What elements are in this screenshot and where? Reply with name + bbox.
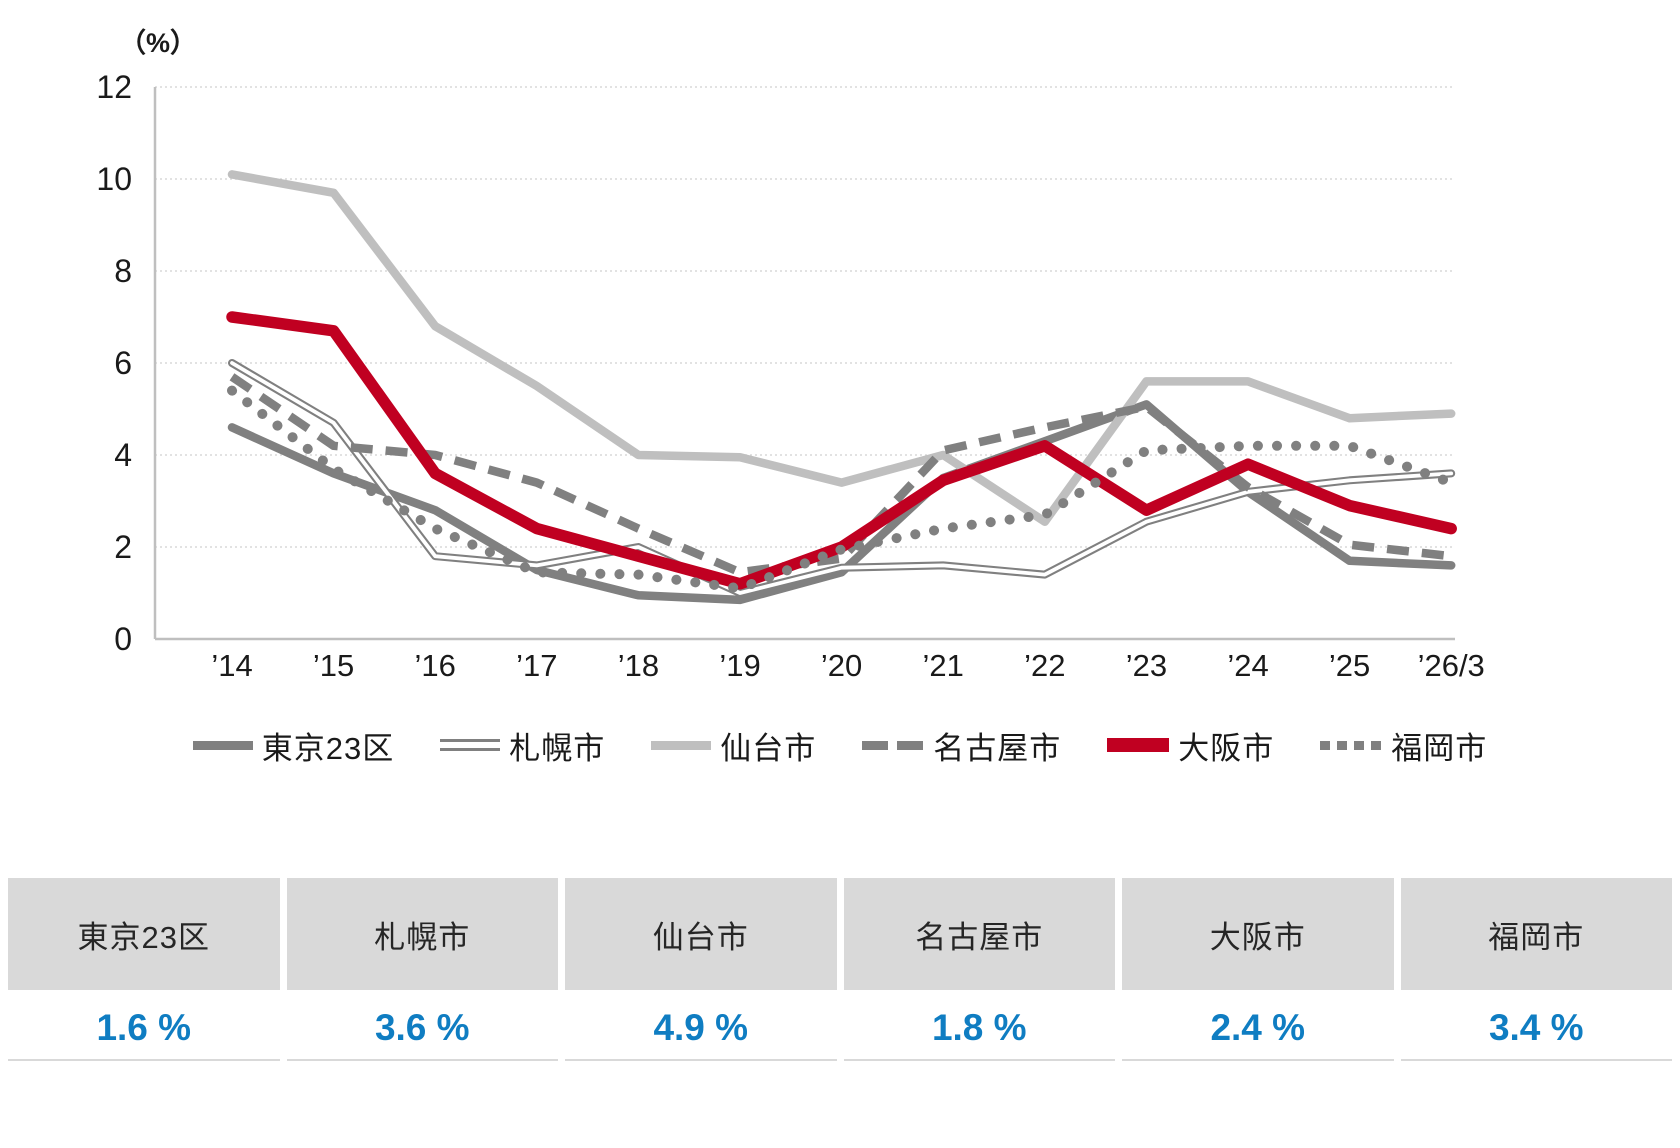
y-axis-label: 4 bbox=[114, 437, 132, 473]
x-axis-label: ’14 bbox=[211, 648, 252, 683]
table-value-fukuoka: 3.4 % bbox=[1400, 997, 1672, 1061]
table-column-osaka: 大阪市 2.4 % bbox=[1122, 878, 1394, 1061]
series-line-sendai bbox=[227, 170, 1456, 526]
legend-marker-sapporo bbox=[440, 739, 501, 751]
table-column-sendai: 仙台市 4.9 % bbox=[565, 878, 837, 1061]
legend-label-sapporo: 札幌市 bbox=[509, 730, 606, 766]
y-axis-label: 12 bbox=[96, 69, 132, 105]
series-line-nagoya bbox=[229, 373, 1452, 577]
y-axis-label: 0 bbox=[114, 621, 132, 657]
y-axis-label: 6 bbox=[114, 345, 132, 381]
current-vacancy-table: 東京23区 1.6 % 札幌市 3.6 % 仙台市 4.9 % 名古屋市 1.8 % 大阪市 2.… bbox=[8, 878, 1672, 1061]
x-axis-label: ’24 bbox=[1227, 648, 1268, 683]
series-line-core-sapporo bbox=[230, 361, 1454, 595]
table-value-sendai: 4.9 % bbox=[565, 997, 837, 1061]
legend-item-nagoya: 名古屋市 bbox=[862, 723, 1061, 768]
x-axis-label: ’17 bbox=[516, 648, 557, 683]
chart-legend: 東京23区 札幌市 仙台市 名古屋市 大阪市 福岡市 bbox=[0, 700, 1680, 790]
legend-item-tokyo23: 東京23区 bbox=[192, 723, 395, 768]
legend-label-osaka: 大阪市 bbox=[1178, 730, 1275, 766]
x-axis-label: ’25 bbox=[1329, 648, 1370, 683]
legend-marker-sendai bbox=[651, 740, 712, 750]
legend-marker-fukuoka bbox=[1320, 740, 1382, 750]
office-vacancy-rate-line-chart: 0 2 4 6 8 10 12 （%） ’14 ’15 ’16 ’17 ’18 ’19 ’20 ’21 ’22 ’… bbox=[96, 28, 1485, 683]
x-axis-label: ’26/3 bbox=[1418, 648, 1485, 683]
table-column-fukuoka: 福岡市 3.4 % bbox=[1400, 878, 1672, 1061]
table-value-tokyo23: 1.6 % bbox=[8, 997, 280, 1061]
table-value-sapporo: 3.6 % bbox=[286, 997, 558, 1061]
table-header-osaka: 大阪市 bbox=[1122, 878, 1394, 990]
table-header-sapporo: 札幌市 bbox=[286, 878, 558, 990]
series-line-fukuoka bbox=[227, 385, 1457, 594]
y-axis-label: 10 bbox=[96, 161, 132, 197]
x-axis-label: ’15 bbox=[313, 648, 354, 683]
x-axis-label: ’21 bbox=[923, 648, 964, 683]
legend-label-tokyo23: 東京23区 bbox=[261, 730, 395, 766]
x-axis-label: ’19 bbox=[719, 648, 760, 683]
y-axis-label: 8 bbox=[114, 253, 132, 289]
y-axis-unit-label: （%） bbox=[119, 28, 197, 58]
legend-item-sapporo: 札幌市 bbox=[440, 723, 605, 768]
x-axis-label: ’18 bbox=[618, 648, 659, 683]
table-column-nagoya: 名古屋市 1.8 % bbox=[843, 878, 1115, 1061]
legend-item-fukuoka: 福岡市 bbox=[1320, 723, 1487, 768]
table-header-tokyo23: 東京23区 bbox=[8, 878, 280, 990]
table-column-tokyo23: 東京23区 1.6 % bbox=[8, 878, 280, 1061]
table-column-sapporo: 札幌市 3.6 % bbox=[286, 878, 558, 1061]
legend-marker-tokyo23 bbox=[192, 740, 253, 750]
legend-label-fukuoka: 福岡市 bbox=[1391, 730, 1488, 766]
legend-marker-osaka bbox=[1107, 738, 1170, 752]
x-axis-label: ’23 bbox=[1126, 648, 1167, 683]
table-value-nagoya: 1.8 % bbox=[843, 997, 1115, 1061]
table-value-osaka: 2.4 % bbox=[1122, 997, 1394, 1061]
x-axis-label: ’20 bbox=[821, 648, 862, 683]
legend-item-osaka: 大阪市 bbox=[1107, 723, 1274, 768]
table-header-nagoya: 名古屋市 bbox=[843, 878, 1115, 990]
x-axis-label: ’22 bbox=[1024, 648, 1065, 683]
x-axis-label: ’16 bbox=[415, 648, 456, 683]
legend-label-nagoya: 名古屋市 bbox=[933, 730, 1062, 766]
table-header-sendai: 仙台市 bbox=[565, 878, 837, 990]
legend-marker-nagoya bbox=[862, 740, 924, 750]
legend-item-sendai: 仙台市 bbox=[651, 723, 816, 768]
legend-label-sendai: 仙台市 bbox=[720, 730, 817, 766]
series-line-osaka bbox=[226, 311, 1457, 590]
y-axis-label: 2 bbox=[114, 529, 132, 565]
table-header-fukuoka: 福岡市 bbox=[1400, 878, 1672, 990]
